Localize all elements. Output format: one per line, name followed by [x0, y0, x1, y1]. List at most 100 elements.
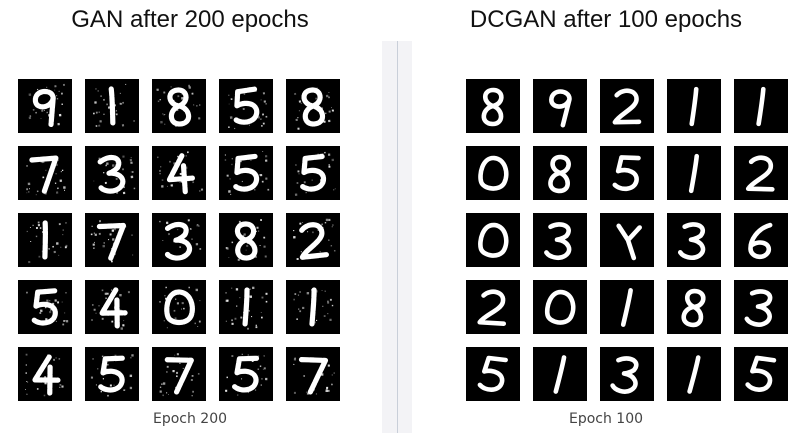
- gan-sample-tile: [85, 347, 139, 401]
- dcgan-sample-tile: [600, 79, 654, 133]
- gan-digit-glyph: [26, 155, 66, 196]
- dcgan-digit-glyph: [745, 155, 775, 192]
- dcgan-panel: DCGAN after 100 epochs Epoch 100: [414, 0, 798, 433]
- gan-sample-tile: [152, 213, 206, 267]
- divider-line: [397, 41, 398, 433]
- gan-sample-tile: [286, 146, 340, 200]
- dcgan-sample-tile: [667, 280, 721, 334]
- dcgan-digit-glyph: [688, 153, 700, 194]
- dcgan-sample-tile: [533, 280, 587, 334]
- dcgan-digit-glyph: [548, 154, 571, 194]
- dcgan-sample-tile: [600, 146, 654, 200]
- gan-sample-tile: [152, 280, 206, 334]
- gan-epoch-caption: Epoch 200: [152, 411, 228, 427]
- dcgan-digit-glyph: [616, 223, 642, 261]
- gan-sample-tile: [219, 347, 273, 401]
- dcgan-digit-glyph: [478, 222, 509, 258]
- gan-sample-tile: [85, 79, 139, 133]
- dcgan-sample-tile: [466, 146, 520, 200]
- dcgan-digit-glyph: [677, 222, 706, 260]
- gan-sample-tile: [152, 146, 206, 200]
- dcgan-digit-glyph: [612, 155, 641, 192]
- dcgan-sample-tile: [667, 79, 721, 133]
- gan-sample-tile: [18, 146, 72, 200]
- dcgan-sample-tile: [533, 347, 587, 401]
- dcgan-digit-glyph: [549, 89, 572, 128]
- gan-digit-glyph: [159, 353, 200, 397]
- dcgan-sample-tile: [600, 280, 654, 334]
- dcgan-panel-title: DCGAN after 100 epochs: [469, 6, 743, 33]
- gan-digit-glyph: [90, 354, 134, 397]
- gan-sample-tile: [18, 280, 72, 334]
- gan-sample-tile: [219, 146, 273, 200]
- gan-digit-glyph: [225, 286, 268, 330]
- gan-digit-glyph: [156, 151, 204, 195]
- gan-panel: GAN after 200 epochs Epoch 200: [0, 0, 380, 433]
- gan-sample-tile: [286, 79, 340, 133]
- dcgan-digit-glyph: [478, 155, 509, 191]
- dcgan-sample-tile: [734, 280, 788, 334]
- gan-digit-glyph: [224, 151, 270, 196]
- dcgan-sample-tile: [734, 213, 788, 267]
- gan-sample-tile: [286, 347, 340, 401]
- gan-digit-glyph: [90, 220, 134, 263]
- dcgan-sample-tile: [466, 213, 520, 267]
- gan-digit-glyph: [159, 219, 202, 261]
- dcgan-digit-glyph: [689, 86, 699, 127]
- gan-digit-glyph: [225, 353, 268, 396]
- gan-digit-glyph: [293, 218, 336, 261]
- dcgan-sample-tile: [533, 79, 587, 133]
- gan-sample-tile: [286, 280, 340, 334]
- gan-sample-tile: [152, 79, 206, 133]
- gan-digit-glyph: [91, 287, 130, 330]
- gan-digit-glyph: [293, 287, 334, 328]
- dcgan-digit-glyph: [477, 289, 507, 327]
- gan-sample-tile: [286, 213, 340, 267]
- dcgan-digit-glyph: [544, 222, 572, 261]
- dcgan-digit-glyph: [612, 88, 642, 125]
- dcgan-digit-glyph: [620, 288, 633, 327]
- dcgan-sample-tile: [466, 347, 520, 401]
- gan-digit-glyph: [92, 83, 136, 127]
- gan-digit-glyph: [294, 87, 335, 130]
- gan-digit-glyph: [225, 219, 267, 261]
- gan-sample-tile: [219, 280, 273, 334]
- gan-sample-tile: [219, 213, 273, 267]
- dcgan-digit-glyph: [745, 355, 777, 392]
- dcgan-sample-tile: [667, 347, 721, 401]
- dcgan-sample-tile: [667, 213, 721, 267]
- gan-digit-glyph: [28, 83, 66, 128]
- dcgan-digit-glyph: [553, 355, 567, 394]
- dcgan-sample-tile: [734, 146, 788, 200]
- gan-sample-tile: [85, 213, 139, 267]
- dcgan-epoch-caption: Epoch 100: [568, 411, 644, 427]
- dcgan-digit-glyph: [681, 288, 706, 328]
- gan-sample-tile: [18, 347, 72, 401]
- dcgan-sample-tile: [466, 280, 520, 334]
- dcgan-digit-glyph: [477, 355, 508, 392]
- gan-sample-tile: [18, 79, 72, 133]
- gan-sample-tile: [85, 280, 139, 334]
- gan-digit-glyph: [156, 84, 201, 127]
- gan-sample-tile: [152, 347, 206, 401]
- gan-digit-glyph: [93, 154, 136, 195]
- dcgan-sample-tile: [600, 213, 654, 267]
- dcgan-digit-glyph: [481, 87, 504, 127]
- dcgan-sample-tile: [600, 347, 654, 401]
- panel-divider: [382, 41, 412, 433]
- dcgan-digit-glyph: [748, 222, 773, 260]
- dcgan-sample-tile: [667, 146, 721, 200]
- dcgan-digit-glyph: [687, 355, 701, 394]
- gan-digit-glyph: [228, 86, 268, 130]
- dcgan-sample-tile: [466, 79, 520, 133]
- gan-digit-glyph: [293, 356, 335, 395]
- dcgan-sample-tile: [533, 213, 587, 267]
- dcgan-digit-glyph: [756, 86, 766, 127]
- dcgan-sample-tile: [734, 79, 788, 133]
- gan-digit-glyph: [159, 286, 201, 329]
- gan-digit-glyph: [26, 288, 69, 326]
- dcgan-digit-glyph: [544, 289, 576, 325]
- gan-sample-tile: [85, 146, 139, 200]
- dcgan-digit-glyph: [744, 289, 773, 327]
- dcgan-sample-tile: [734, 347, 788, 401]
